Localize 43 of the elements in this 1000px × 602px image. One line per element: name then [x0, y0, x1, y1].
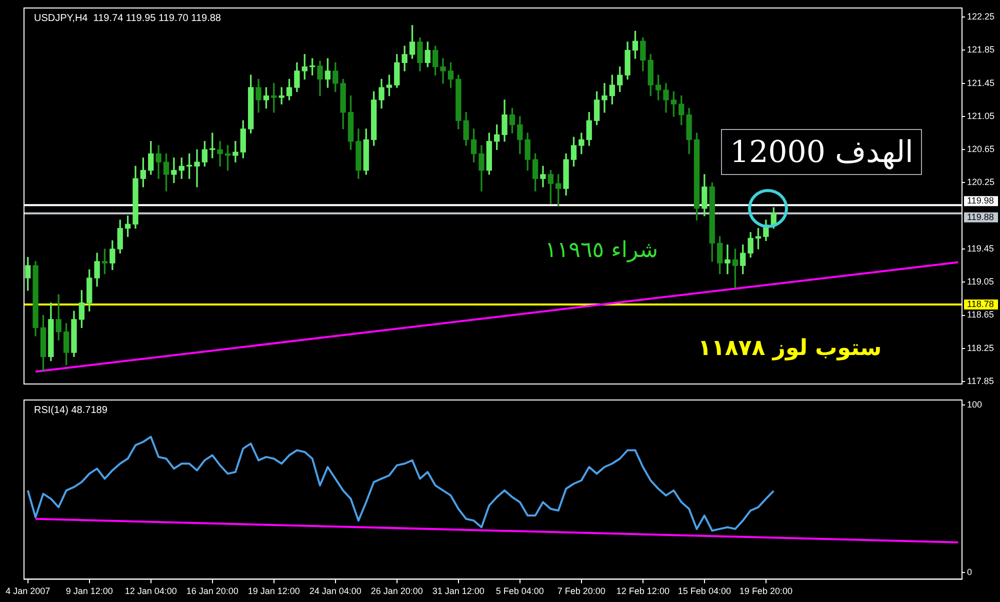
x-tick-label: 26 Jan 20:00 [370, 586, 423, 596]
annotation: شراء ١١٩٦٥ [545, 238, 658, 263]
x-tick-label: 16 Jan 20:00 [186, 586, 238, 596]
y-tick-label: 120.65 [967, 144, 995, 154]
x-tick-label: 7 Feb 20:00 [557, 586, 606, 596]
x-tick-label: 9 Jan 12:00 [66, 586, 113, 596]
y-tick-label: 119.05 [967, 276, 994, 287]
x-tick-label: 4 Jan 2007 [6, 586, 50, 596]
candlestick [440, 58, 446, 84]
y-tick-label: 121.45 [967, 78, 995, 88]
y-tick-label: 100 [967, 400, 982, 410]
x-tick-label: 15 Feb 04:00 [678, 586, 731, 596]
annotation: ستوب لوز ١١٨٧٨ [698, 336, 882, 361]
x-tick-label: 31 Jan 12:00 [432, 586, 484, 596]
y-tick-label: 121.85 [967, 44, 995, 55]
y-tick-label: 119.45 [967, 243, 994, 254]
candlestick [540, 166, 546, 188]
x-tick-label: 24 Jan 04:00 [309, 586, 362, 596]
x-tick-label: 5 Feb 04:00 [496, 586, 544, 596]
ref-line-label: 119.88 [967, 212, 994, 222]
y-tick-label: 122.25 [967, 12, 995, 22]
x-tick-label: 12 Feb 12:00 [616, 586, 670, 596]
y-tick-label: 0 [967, 566, 972, 577]
x-tick-label: 19 Feb 20:00 [739, 586, 792, 596]
y-tick-label: 121.05 [967, 110, 995, 121]
text: RSI(14) 48.7189 [34, 405, 108, 416]
y-tick-label: 117.85 [967, 376, 994, 386]
candlestick [724, 244, 730, 274]
candlestick [194, 149, 200, 188]
candlestick [217, 141, 223, 167]
candlestick [602, 83, 608, 113]
candlestick [232, 141, 238, 162]
candlestick [171, 158, 177, 184]
annotation: الهدف 12000 [721, 129, 922, 175]
candlestick [278, 87, 284, 104]
y-tick-label: 118.25 [967, 342, 994, 353]
y-tick-label: 120.25 [967, 177, 995, 188]
x-tick-label: 12 Jan 04:00 [124, 586, 177, 596]
ref-line-label: 118.78 [967, 298, 994, 309]
y-tick-label: 118.65 [967, 310, 994, 320]
ref-line-label: 119.98 [967, 196, 994, 206]
x-tick-label: 19 Jan 12:00 [248, 586, 300, 596]
text: USDJPY,H4 119.74 119.95 119.70 119.88 [34, 13, 221, 24]
